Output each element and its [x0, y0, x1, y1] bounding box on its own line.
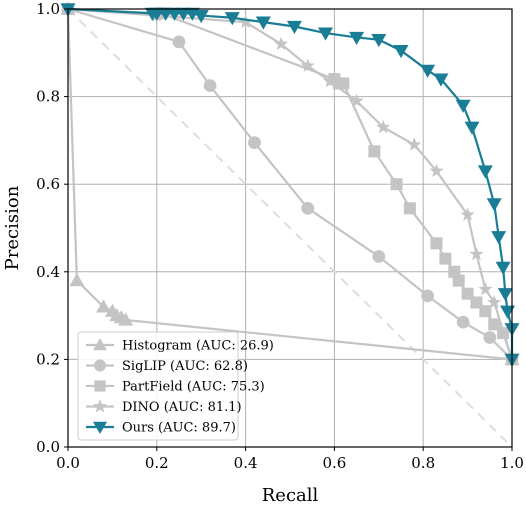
data-point [390, 178, 403, 191]
x-tick-label: 0.4 [234, 454, 258, 472]
data-point [300, 58, 315, 72]
data-point [337, 77, 350, 90]
diagonal-reference-line [67, 8, 513, 448]
plot-frame [67, 8, 513, 448]
data-point [497, 288, 513, 302]
x-tick-label: 0.0 [56, 454, 80, 472]
data-point [172, 35, 186, 49]
y-tick-label: 1.0 [36, 0, 60, 18]
data-point [483, 331, 497, 344]
y-axis-label: Precision [2, 185, 23, 270]
data-point [371, 34, 387, 48]
data-point [368, 145, 381, 158]
legend-entry: DINO (AUC: 81.1) [86, 399, 242, 415]
legend-marker [93, 421, 107, 434]
data-point [478, 281, 493, 296]
data-point [372, 250, 386, 263]
data-point [407, 137, 422, 151]
legend-label: Ours (AUC: 89.7) [122, 421, 236, 436]
data-point [469, 246, 484, 261]
data-point [455, 99, 471, 113]
data-point [322, 73, 337, 88]
data-point [421, 289, 435, 303]
series-triangle-down [60, 3, 520, 367]
data-point [274, 36, 289, 50]
legend-label: SigLIP (AUC: 62.8) [122, 359, 248, 374]
data-point [286, 20, 302, 35]
data-point [301, 201, 315, 215]
x-tick-label: 0.6 [322, 454, 346, 472]
data-point [203, 79, 217, 93]
data-point [460, 207, 475, 221]
data-point [238, 14, 253, 29]
y-tick-label: 0.6 [36, 175, 60, 193]
data-point [479, 305, 492, 318]
y-tick-label: 0.8 [36, 88, 60, 106]
legend: Histogram (AUC: 26.9) SigLIP (AUC: 62.8) P… [77, 331, 274, 441]
data-point [456, 315, 470, 329]
series-layer [60, 1, 520, 367]
data-point [224, 12, 240, 26]
series-line [67, 7, 513, 361]
legend-marker [93, 399, 107, 413]
data-point [429, 163, 444, 178]
data-point [486, 198, 502, 212]
data-point [318, 27, 334, 41]
x-axis-label: Recall [262, 485, 319, 506]
data-point [193, 9, 209, 24]
data-point [500, 305, 516, 319]
legend-entry: SigLIP (AUC: 62.8) [86, 359, 248, 374]
data-point [376, 119, 391, 134]
data-point [255, 16, 271, 30]
data-point [491, 231, 507, 245]
legend-marker [93, 338, 107, 351]
data-point [439, 252, 452, 265]
x-tick-label: 0.2 [145, 454, 169, 472]
legend-label: DINO (AUC: 81.1) [122, 400, 242, 415]
data-point [403, 202, 416, 215]
x-tick-label: 1.0 [500, 454, 524, 472]
legend-entry: Ours (AUC: 89.7) [86, 421, 236, 436]
data-point [433, 73, 449, 87]
data-point [452, 274, 465, 287]
data-point [464, 121, 480, 135]
y-tick-label: 0.4 [36, 263, 60, 281]
x-tick-label: 0.8 [411, 454, 435, 472]
legend-label: PartField (AUC: 75.3) [122, 380, 265, 395]
data-point [118, 312, 134, 326]
data-point [248, 136, 261, 149]
y-tick-label: 0.2 [36, 350, 60, 368]
ticks: 0.0 0.2 0.4 0.6 0.8 1.0 0.0 0.2 0.4 0.6 0.8 1.0 [36, 0, 524, 472]
legend-entry: PartField (AUC: 75.3) [86, 380, 265, 395]
data-point [477, 165, 493, 179]
y-tick-label: 0.0 [36, 438, 60, 456]
data-point [349, 93, 364, 107]
legend-entry: Histogram (AUC: 26.9) [86, 338, 274, 354]
legend-marker [94, 380, 106, 392]
legend-marker [94, 359, 106, 372]
data-point [69, 273, 85, 287]
data-point [420, 64, 436, 78]
data-point [495, 261, 511, 275]
data-point [393, 44, 409, 59]
legend-label: Histogram (AUC: 26.9) [122, 339, 274, 354]
data-point [487, 295, 502, 309]
series-star [61, 1, 519, 366]
series-triangle-up [60, 1, 520, 366]
data-point [430, 237, 443, 250]
legend-box [77, 331, 239, 441]
data-point [349, 31, 365, 45]
data-point [96, 299, 112, 313]
